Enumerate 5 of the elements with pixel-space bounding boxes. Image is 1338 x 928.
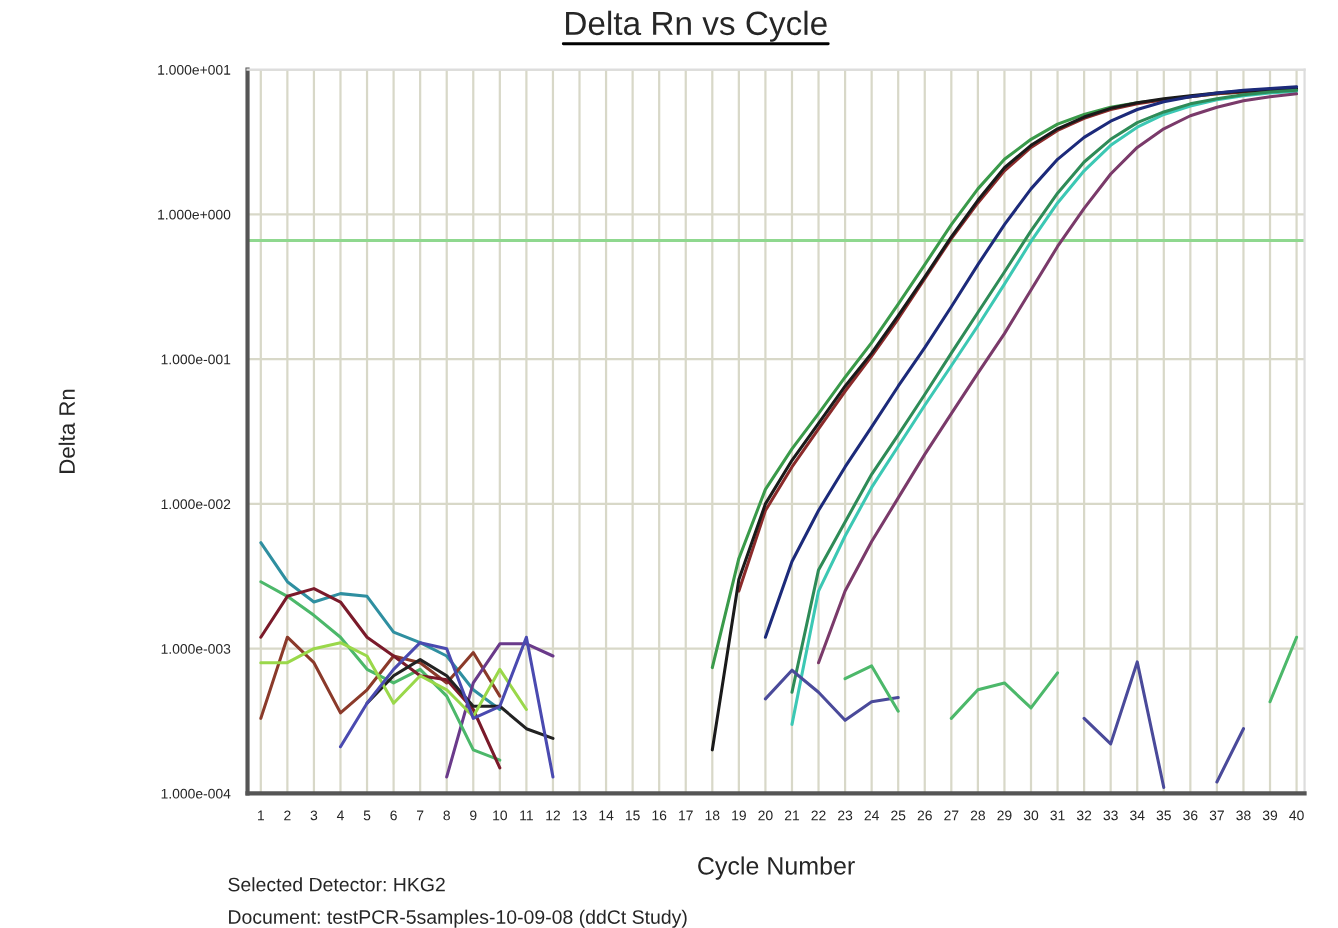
text: Document: testPCR-5samples-10-09-08 (ddCt Study)	[229, 909, 687, 928]
x-axis-title: Cycle Number	[698, 856, 855, 880]
chart-title: Delta Rn vs Cycle	[566, 10, 827, 42]
text: Selected Detector: HKG2	[228, 877, 445, 892]
y-axis-title: Delta Rn	[58, 389, 75, 473]
